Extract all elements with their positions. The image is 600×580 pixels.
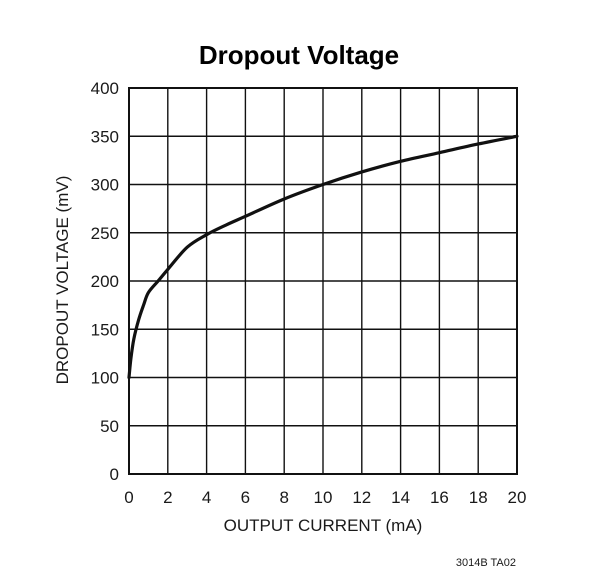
figure-id-footnote: 3014B TA02 bbox=[456, 557, 516, 569]
chart-title: Dropout Voltage bbox=[199, 40, 399, 70]
y-tick-label: 350 bbox=[91, 127, 119, 146]
y-tick-label: 100 bbox=[91, 369, 119, 388]
x-tick-label: 6 bbox=[241, 488, 250, 507]
y-tick-label: 400 bbox=[91, 79, 119, 98]
series-line bbox=[127, 134, 519, 380]
tick-labels: 0 2 4 6 8 10 12 14 16 18 2005010015020025030035040… bbox=[91, 79, 527, 507]
y-tick-label: 300 bbox=[91, 176, 119, 195]
x-tick-label: 14 bbox=[391, 488, 410, 507]
x-tick-label: 18 bbox=[469, 488, 488, 507]
x-tick-label: 12 bbox=[352, 488, 371, 507]
grid bbox=[128, 87, 518, 475]
x-tick-label: 0 bbox=[124, 488, 133, 507]
x-tick-label: 2 bbox=[163, 488, 172, 507]
plot-frame bbox=[128, 87, 518, 475]
y-tick-label: 150 bbox=[91, 320, 119, 339]
x-tick-label: 10 bbox=[314, 488, 333, 507]
x-tick-label: 20 bbox=[508, 488, 527, 507]
x-tick-label: 8 bbox=[279, 488, 288, 507]
x-axis-label: OUTPUT CURRENT (mA) bbox=[224, 516, 423, 535]
x-tick-label: 4 bbox=[202, 488, 211, 507]
y-tick-label: 50 bbox=[100, 417, 119, 436]
y-axis-label: DROPOUT VOLTAGE (mV) bbox=[53, 176, 72, 385]
y-tick-label: 200 bbox=[91, 272, 119, 291]
y-tick-label: 0 bbox=[110, 465, 119, 484]
y-tick-label: 250 bbox=[91, 224, 119, 243]
x-tick-label: 16 bbox=[430, 488, 449, 507]
